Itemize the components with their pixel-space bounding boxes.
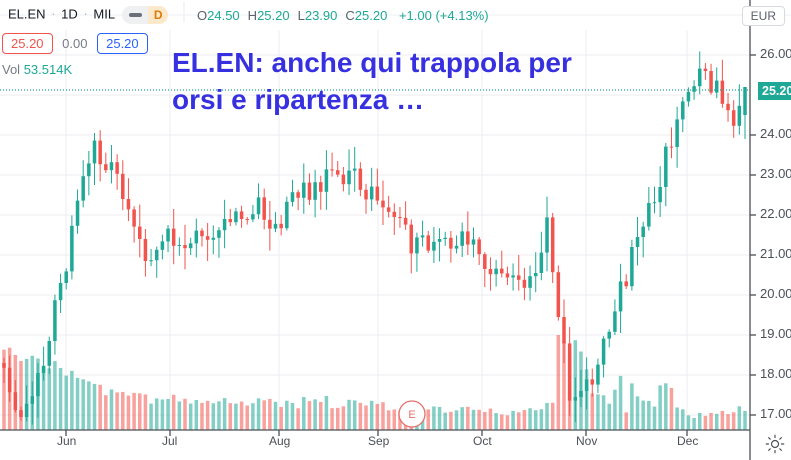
svg-text:E: E <box>408 409 415 421</box>
